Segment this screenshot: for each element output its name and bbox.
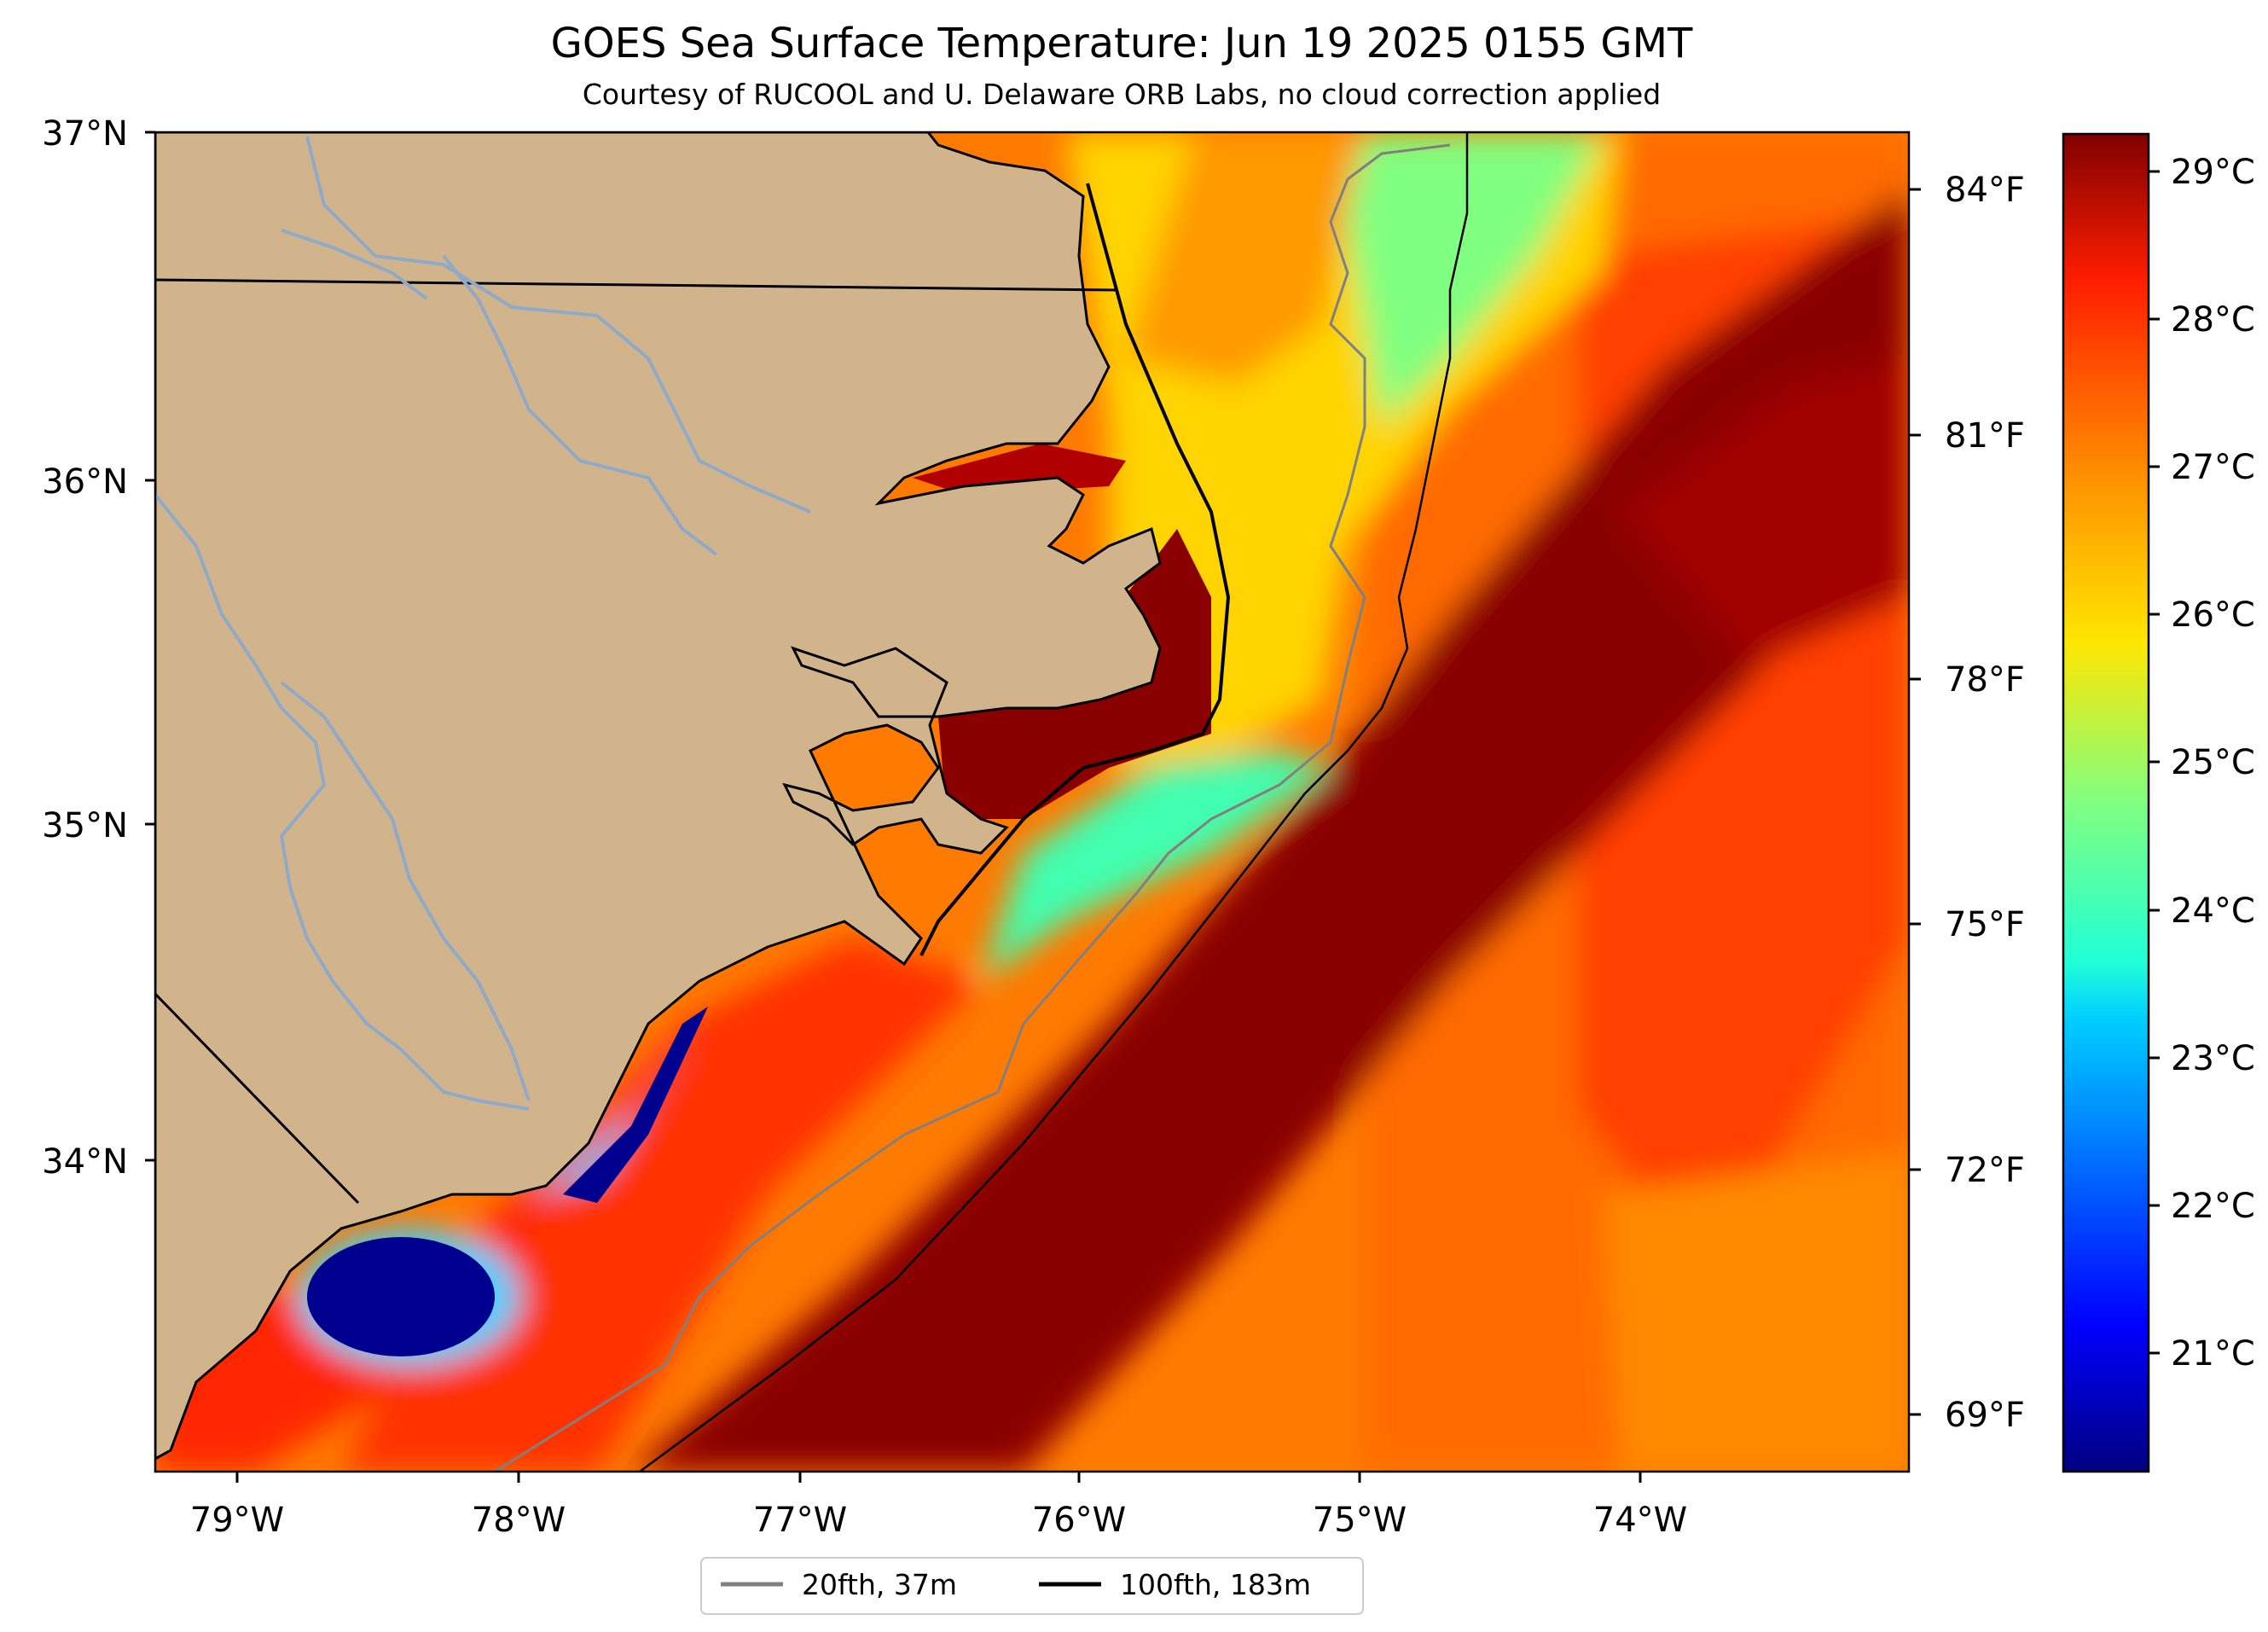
lon-label: 74°W bbox=[1593, 1501, 1687, 1540]
colorbar-gradient bbox=[2062, 132, 2150, 1473]
sst-map[interactable] bbox=[155, 132, 1909, 1472]
lat-axis: 37°N 36°N 35°N 34°N bbox=[42, 114, 155, 1182]
colorbar-label: 21°C bbox=[2171, 1334, 2255, 1374]
colorbar-label: 27°C bbox=[2171, 448, 2255, 487]
lon-label: 79°W bbox=[190, 1501, 284, 1540]
lon-label: 77°W bbox=[753, 1501, 847, 1540]
colorbar-label: 26°C bbox=[2171, 595, 2255, 635]
colorbar-label: 24°C bbox=[2171, 892, 2255, 931]
colorbar-label: 25°C bbox=[2171, 743, 2255, 782]
fahrenheit-label: 78°F bbox=[1945, 660, 2025, 700]
lon-label: 76°W bbox=[1032, 1501, 1126, 1540]
map-title: GOES Sea Surface Temperature: Jun 19 202… bbox=[551, 20, 1693, 67]
nearshore-cold-strip bbox=[563, 1007, 708, 1203]
colorbar-label: 23°C bbox=[2171, 1039, 2255, 1078]
state-border-nc-sc bbox=[155, 992, 360, 1205]
fahrenheit-axis: 84°F 81°F 78°F 75°F 72°F 69°F bbox=[1909, 171, 2025, 1435]
rivers bbox=[155, 136, 811, 1111]
land-north-carolina bbox=[155, 132, 1162, 1461]
fahrenheit-label: 69°F bbox=[1945, 1396, 2025, 1435]
albemarle-sound bbox=[913, 444, 1126, 495]
lon-label: 78°W bbox=[472, 1501, 566, 1540]
lat-label: 37°N bbox=[42, 114, 128, 154]
colorbar-label: 28°C bbox=[2171, 300, 2255, 340]
legend: 20fth, 37m 100fth, 183m bbox=[700, 1557, 1364, 1615]
fahrenheit-label: 84°F bbox=[1945, 171, 2025, 210]
fahrenheit-label: 72°F bbox=[1945, 1151, 2025, 1190]
lon-axis: 79°W 78°W 77°W 76°W 75°W 74°W bbox=[190, 1472, 1687, 1540]
colorbar-label: 29°C bbox=[2171, 153, 2255, 192]
outer-banks bbox=[919, 183, 1231, 956]
lon-label: 75°W bbox=[1313, 1501, 1407, 1540]
map-subtitle: Courtesy of RUCOOL and U. Delaware ORB L… bbox=[583, 78, 1661, 111]
lat-label: 35°N bbox=[42, 806, 128, 845]
sst-color-field bbox=[155, 132, 1909, 1472]
fahrenheit-label: 75°F bbox=[1945, 905, 2025, 944]
colorbar: 29°C 28°C 27°C 26°C 25°C 24°C 23°C 22°C … bbox=[2062, 132, 2255, 1473]
state-border-va-nc bbox=[155, 278, 1118, 292]
colorbar-label: 22°C bbox=[2171, 1187, 2255, 1226]
legend-label: 100fth, 183m bbox=[1120, 1568, 1311, 1601]
isobath-20fth bbox=[494, 143, 1451, 1472]
lat-label: 34°N bbox=[42, 1142, 128, 1182]
legend-label: 20fth, 37m bbox=[802, 1568, 957, 1601]
isobath-100fth bbox=[639, 132, 1469, 1472]
upwelling-core bbox=[307, 1237, 495, 1356]
lat-label: 36°N bbox=[42, 462, 128, 502]
legend-box bbox=[700, 1557, 1364, 1615]
map-frame bbox=[154, 131, 1911, 1473]
fahrenheit-label: 81°F bbox=[1945, 416, 2025, 456]
